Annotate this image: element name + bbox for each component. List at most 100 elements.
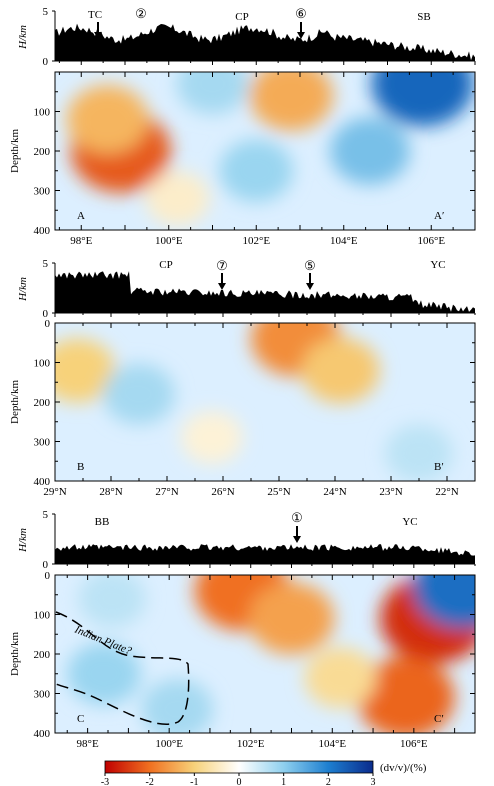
colorbar-tick-label: 0 bbox=[237, 777, 242, 786]
colorbar-ticks: -3 -2 -1 0 1 2 3 bbox=[101, 773, 376, 786]
corner-label: B′ bbox=[434, 461, 444, 473]
x-tick-label: 102°E bbox=[242, 235, 270, 247]
x-tick-label: 104°E bbox=[318, 738, 346, 750]
topo-tick-label: 5 bbox=[43, 6, 49, 18]
y-tick-label: 300 bbox=[34, 689, 51, 701]
arrow-icon bbox=[94, 22, 102, 39]
topo-axis-label: H/km bbox=[17, 528, 29, 553]
indian-plate-outline bbox=[55, 611, 190, 725]
arrow-icon bbox=[297, 22, 305, 39]
arrow-icon bbox=[218, 273, 226, 290]
colorbar-tick-label: 1 bbox=[281, 777, 286, 786]
x-tick-label: 29°N bbox=[43, 486, 66, 498]
anomaly-blob bbox=[330, 117, 410, 185]
y-tick-label: 200 bbox=[34, 649, 51, 661]
colorbar-tick-label: 2 bbox=[326, 777, 331, 786]
topo-tick-label: 0 bbox=[43, 559, 49, 571]
anomaly-blob bbox=[103, 363, 175, 425]
section-axes: 98°E 100°E 102°E 104°E 106°E 100 200 300 400 bbox=[34, 60, 476, 247]
velocity-anomalies bbox=[55, 323, 453, 481]
anomaly-blob bbox=[66, 642, 141, 705]
depth-axis-label: Depth/km bbox=[9, 380, 21, 424]
anomaly-blob bbox=[180, 411, 243, 464]
topo-label: CP bbox=[159, 259, 172, 271]
section-axes: 98°E 100°E 102°E 104°E 106°E 0 100 200 300 400 bbox=[34, 563, 476, 750]
x-tick-label: 27°N bbox=[155, 486, 178, 498]
anomaly-blob bbox=[141, 678, 214, 733]
x-tick-label: 98°E bbox=[70, 235, 92, 247]
colorbar-label: (dv/v)/(%) bbox=[380, 762, 427, 774]
topo-label: ⑤ bbox=[304, 258, 316, 273]
panel-a: 5 0 H/km TC ② CP ⑥ SB 98°E 100°E 102°E 104°… bbox=[9, 6, 476, 247]
topo-label: TC bbox=[88, 9, 102, 21]
topo-label: CP bbox=[235, 11, 248, 23]
velocity-anomalies bbox=[66, 72, 474, 226]
y-tick-label: 100 bbox=[34, 610, 51, 622]
y-tick-label: 300 bbox=[34, 186, 51, 198]
x-tick-label: 25°N bbox=[267, 486, 290, 498]
topo-tick-label: 5 bbox=[43, 509, 49, 521]
y-tick-label: 0 bbox=[45, 570, 51, 582]
y-tick-label: 0 bbox=[45, 318, 51, 330]
topo-label: BB bbox=[95, 516, 110, 528]
anomaly-blob bbox=[176, 72, 249, 115]
y-tick-label: 400 bbox=[34, 728, 51, 740]
anomaly-blob bbox=[219, 139, 294, 202]
topography-profile bbox=[55, 23, 475, 62]
topo-label: SB bbox=[417, 11, 430, 23]
section-axes: 29°N 28°N 27°N 26°N 25°N 24°N 23°N 22°N 0 100 200 3… bbox=[34, 312, 476, 498]
y-tick-label: 400 bbox=[34, 476, 51, 488]
section-b: 29°N 28°N 27°N 26°N 25°N 24°N 23°N 22°N 0 100 200 3… bbox=[9, 312, 476, 498]
y-tick-label: 200 bbox=[34, 146, 51, 158]
colorbar-gradient bbox=[104, 760, 374, 774]
x-tick-label: 26°N bbox=[211, 486, 234, 498]
y-tick-label: 100 bbox=[34, 107, 51, 119]
colorbar: -3 -2 -1 0 1 2 3 (dv/v)/(%) bbox=[101, 760, 427, 786]
colorbar-tick-label: -1 bbox=[190, 777, 198, 786]
anomaly-blob bbox=[301, 337, 380, 404]
x-tick-label: 106°E bbox=[417, 235, 445, 247]
anomaly-blob bbox=[78, 575, 147, 628]
topo-label: ② bbox=[135, 6, 147, 21]
section-a: 98°E 100°E 102°E 104°E 106°E 100 200 300 400 Dep… bbox=[9, 60, 476, 247]
topo-c: 5 0 H/km BB ① YC bbox=[17, 509, 475, 571]
topo-axis-label: H/km bbox=[17, 25, 29, 50]
topo-label: ⑥ bbox=[295, 6, 307, 21]
x-tick-label: 100°E bbox=[155, 235, 183, 247]
panel-c: 5 0 H/km BB ① YC Indian Plate? 98°E 100°E… bbox=[9, 509, 476, 750]
anomaly-blob bbox=[371, 72, 474, 127]
topo-tick-label: 0 bbox=[43, 56, 49, 68]
corner-label: A bbox=[77, 210, 85, 222]
anomaly-blob bbox=[145, 171, 210, 226]
x-tick-label: 24°N bbox=[323, 486, 346, 498]
topo-label: YC bbox=[402, 516, 417, 528]
anomaly-blob bbox=[385, 424, 453, 481]
panel-b: 5 0 H/km CP ⑦ ⑤ YC 29°N 28°N 27°N 26°N 25°N 2… bbox=[9, 258, 476, 498]
corner-label: A′ bbox=[434, 210, 444, 222]
anomaly-blob bbox=[66, 85, 149, 154]
corner-label: C′ bbox=[434, 713, 444, 725]
x-tick-label: 23°N bbox=[379, 486, 402, 498]
arrow-icon bbox=[306, 273, 314, 290]
y-tick-label: 300 bbox=[34, 437, 51, 449]
anomaly-blob bbox=[304, 647, 377, 709]
depth-axis-label: Depth/km bbox=[9, 129, 21, 173]
topo-axis-label: H/km bbox=[17, 277, 29, 302]
topo-label: ⑦ bbox=[216, 258, 228, 273]
topo-label: ① bbox=[291, 510, 303, 525]
topo-a: 5 0 H/km TC ② CP ⑥ SB bbox=[17, 6, 475, 68]
colorbar-tick-label: -3 bbox=[101, 777, 109, 786]
x-tick-label: 106°E bbox=[400, 738, 428, 750]
y-tick-label: 100 bbox=[34, 358, 51, 370]
x-tick-label: 104°E bbox=[330, 235, 358, 247]
anomaly-blob bbox=[356, 656, 455, 733]
arrow-icon bbox=[293, 526, 301, 543]
anomaly-blob bbox=[248, 582, 335, 655]
corner-label: C bbox=[77, 713, 84, 725]
x-tick-label: 98°E bbox=[77, 738, 99, 750]
colorbar-tick-label: 3 bbox=[371, 777, 376, 786]
anomaly-blob bbox=[249, 72, 334, 131]
topo-b: 5 0 H/km CP ⑦ ⑤ YC bbox=[17, 258, 475, 320]
y-tick-label: 200 bbox=[34, 397, 51, 409]
